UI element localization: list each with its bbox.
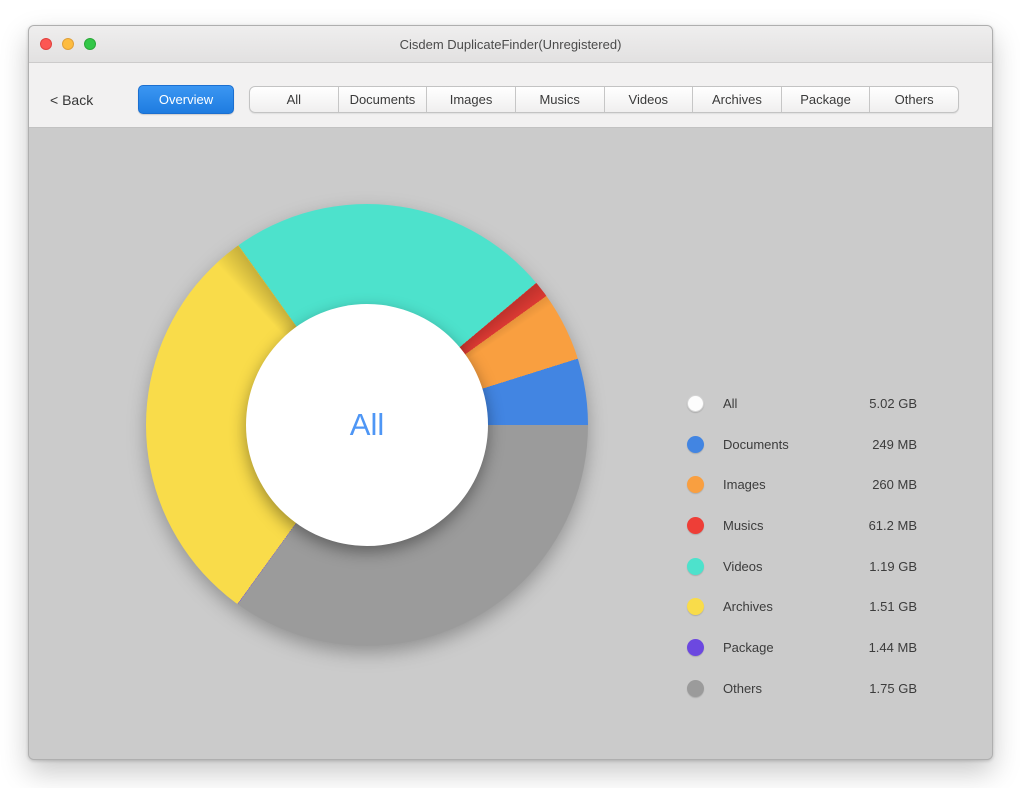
legend-value: 5.02 GB: [869, 395, 917, 411]
legend-row-videos[interactable]: Videos 1.19 GB: [687, 546, 917, 587]
legend-row-musics[interactable]: Musics 61.2 MB: [687, 505, 917, 546]
legend-value: 1.75 GB: [869, 680, 917, 696]
legend-swatch-images: [687, 476, 704, 494]
chart-legend: All 5.02 GB Documents 249 MB Images 260 MB Mus…: [687, 383, 917, 709]
toolbar: < Back Overview All Documents Images Musics…: [29, 63, 992, 128]
tab-documents[interactable]: Documents: [337, 87, 427, 112]
legend-swatch-package: [687, 638, 704, 656]
traffic-lights: [40, 38, 96, 50]
legend-label: Musics: [723, 517, 764, 533]
content-area: All All 5.02 GB Documents 249 MB Images 260 M…: [29, 128, 992, 759]
tab-archives[interactable]: Archives: [692, 87, 781, 112]
legend-value: 249 MB: [872, 436, 917, 452]
legend-row-package[interactable]: Package 1.44 MB: [687, 627, 917, 668]
legend-row-archives[interactable]: Archives 1.51 GB: [687, 586, 917, 627]
legend-label: All: [723, 395, 738, 411]
legend-row-images[interactable]: Images 260 MB: [687, 464, 917, 505]
tab-images[interactable]: Images: [426, 87, 515, 112]
legend-swatch-videos: [687, 557, 704, 575]
legend-label: Documents: [723, 436, 789, 452]
category-tab-bar: All Documents Images Musics Videos Archives Pa…: [249, 86, 959, 113]
app-window: Cisdem DuplicateFinder(Unregistered) < B…: [28, 25, 993, 760]
legend-label: Archives: [723, 599, 773, 615]
close-button[interactable]: [40, 38, 52, 50]
tab-all[interactable]: All: [286, 92, 302, 107]
legend-swatch-all: [687, 394, 704, 412]
legend-value: 1.19 GB: [869, 558, 917, 574]
legend-swatch-archives: [687, 598, 704, 616]
legend-swatch-others: [687, 679, 704, 697]
fullscreen-button[interactable]: [84, 38, 96, 50]
overview-button[interactable]: Overview: [138, 85, 234, 114]
tab-others[interactable]: Others: [869, 87, 958, 112]
legend-swatch-documents: [687, 435, 704, 453]
tab-musics[interactable]: Musics: [514, 87, 604, 112]
legend-label: Others: [723, 680, 763, 696]
legend-label: Videos: [723, 558, 763, 574]
back-button[interactable]: < Back: [50, 92, 94, 108]
minimize-button[interactable]: [62, 38, 74, 50]
legend-swatch-musics: [687, 516, 704, 534]
legend-value: 1.44 MB: [868, 639, 917, 655]
donut-center-label: All: [349, 407, 385, 442]
donut-center: All: [246, 304, 488, 546]
tab-videos[interactable]: Videos: [603, 87, 693, 112]
window-title: Cisdem DuplicateFinder(Unregistered): [399, 36, 622, 52]
tab-package[interactable]: Package: [780, 87, 870, 112]
legend-row-others[interactable]: Others 1.75 GB: [687, 668, 917, 709]
legend-row-all[interactable]: All 5.02 GB: [687, 383, 917, 424]
legend-value: 61.2 MB: [868, 517, 917, 533]
legend-label: Images: [723, 477, 766, 493]
legend-value: 260 MB: [872, 477, 917, 493]
legend-row-documents[interactable]: Documents 249 MB: [687, 424, 917, 465]
title-bar[interactable]: Cisdem DuplicateFinder(Unregistered): [29, 26, 992, 63]
legend-label: Package: [723, 639, 774, 655]
legend-value: 1.51 GB: [869, 599, 917, 615]
donut-chart[interactable]: All: [146, 204, 588, 646]
